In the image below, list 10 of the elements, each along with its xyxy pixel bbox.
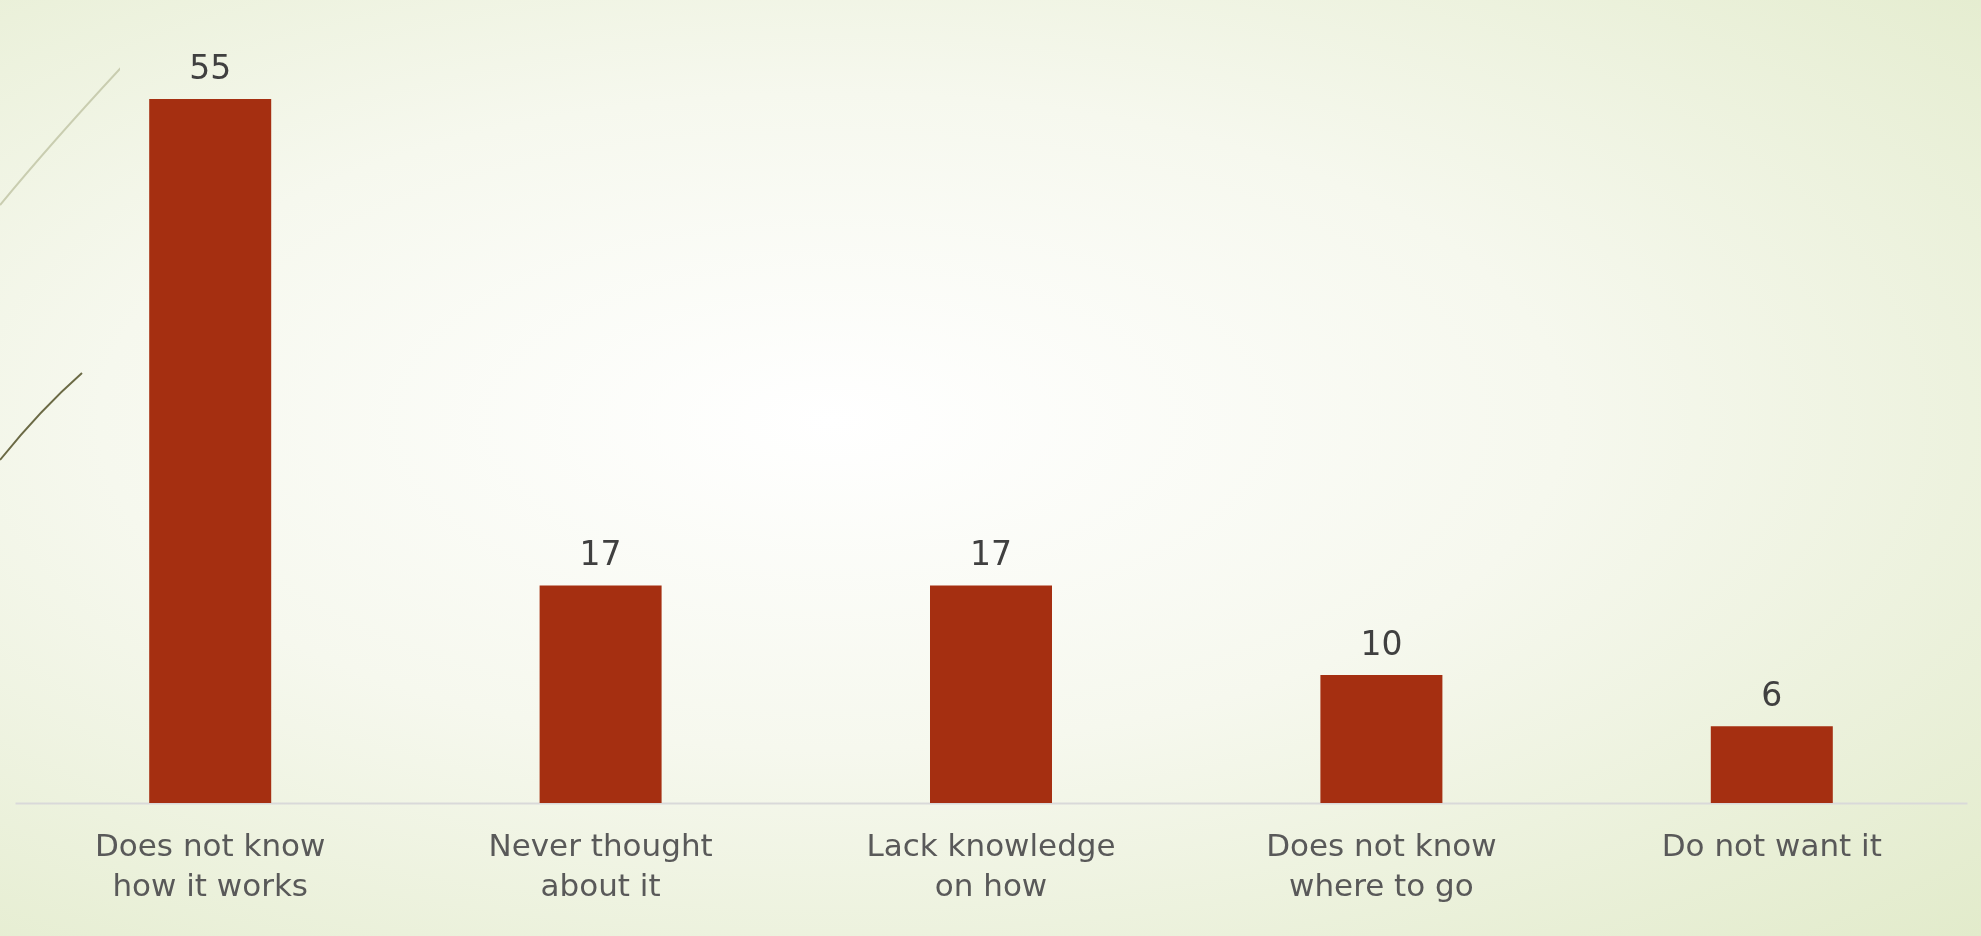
- x-tick-label: Lack knowledge on how: [866, 826, 1116, 903]
- data-label: 55: [189, 48, 232, 87]
- data-label: 17: [970, 534, 1012, 574]
- x-tick-label: Does not know how it works: [94, 826, 326, 903]
- x-tick-label: Do not want it: [1661, 826, 1882, 863]
- x-tick-label: Never thought about it: [488, 826, 713, 903]
- x-tick-label: Does not know where to go: [1266, 826, 1497, 903]
- data-label: 6: [1761, 675, 1783, 715]
- data-label: 17: [579, 534, 622, 574]
- data-label: 10: [1360, 624, 1403, 663]
